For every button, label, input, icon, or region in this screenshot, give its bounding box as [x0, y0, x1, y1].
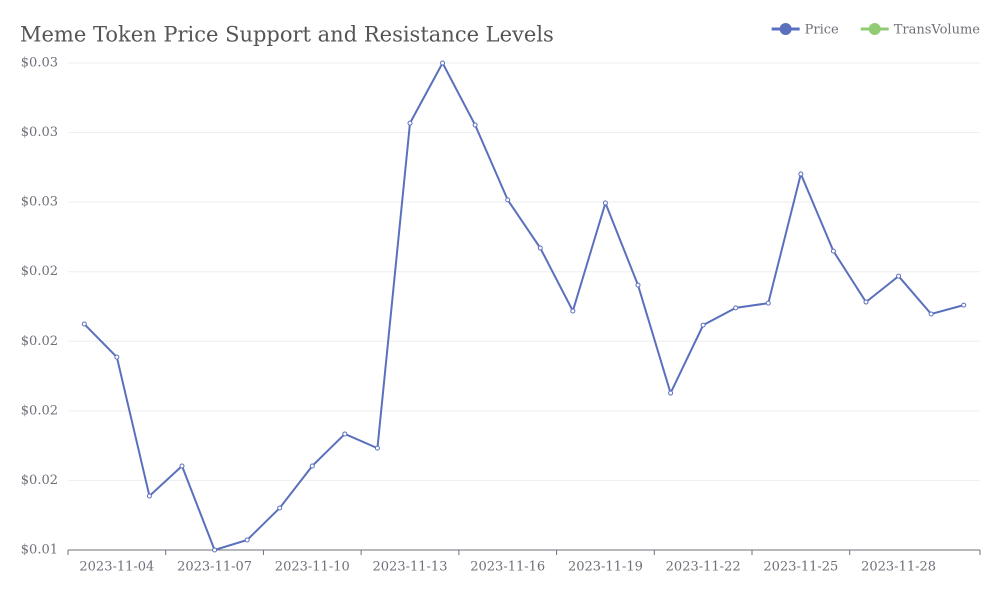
x-tick-label: 2023-11-22 — [666, 560, 741, 575]
y-tick-label: $0.01 — [21, 543, 58, 558]
point — [179, 463, 185, 469]
y-tick-label: $0.02 — [21, 473, 58, 488]
legend-dot — [779, 23, 792, 35]
y-tick-label: $0.03 — [21, 125, 58, 140]
legend: TransVolume Price — [771, 23, 981, 38]
x-tick-label: 2023-11-25 — [763, 560, 838, 575]
x-tick-label: 2023-11-13 — [373, 560, 448, 575]
chart-title: Meme Token Price Support and Resistance … — [20, 23, 554, 47]
x-tick-label: 2023-11-10 — [275, 560, 350, 575]
point — [765, 300, 771, 306]
point — [114, 354, 120, 360]
point — [668, 390, 674, 396]
point — [309, 463, 315, 469]
point — [961, 302, 967, 308]
x-tick-label: 2023-11-19 — [568, 560, 643, 575]
point — [602, 200, 608, 206]
point — [700, 322, 706, 328]
legend-label: TransVolume — [894, 23, 981, 38]
point — [407, 120, 413, 126]
y-tick-label: $0.02 — [21, 264, 58, 279]
point — [896, 273, 902, 279]
y-tick-label: $0.02 — [21, 334, 58, 349]
point — [928, 311, 934, 317]
point — [863, 299, 869, 305]
point — [244, 537, 250, 543]
point — [472, 122, 478, 128]
legend-dot — [868, 23, 881, 35]
point — [212, 547, 218, 553]
point — [505, 197, 511, 203]
y-tick-label: $0.03 — [21, 195, 58, 210]
point — [537, 245, 543, 251]
point — [798, 171, 804, 177]
point — [81, 321, 87, 327]
y-tick-label: $0.03 — [21, 56, 58, 71]
y-tick-label: $0.02 — [21, 403, 58, 418]
point — [374, 445, 380, 451]
point — [635, 282, 641, 288]
point — [830, 248, 836, 254]
point — [277, 505, 283, 511]
point — [342, 431, 348, 437]
point — [440, 60, 446, 66]
point — [733, 305, 739, 311]
price-line — [83, 60, 964, 552]
x-tick-label: 2023-11-07 — [177, 560, 252, 575]
x-tick-label: 2023-11-28 — [861, 560, 936, 575]
legend-label: Price — [805, 23, 839, 38]
point — [570, 308, 576, 314]
x-tick-label: 2023-11-04 — [79, 560, 154, 575]
point — [146, 493, 152, 499]
x-tick-label: 2023-11-16 — [470, 560, 545, 575]
